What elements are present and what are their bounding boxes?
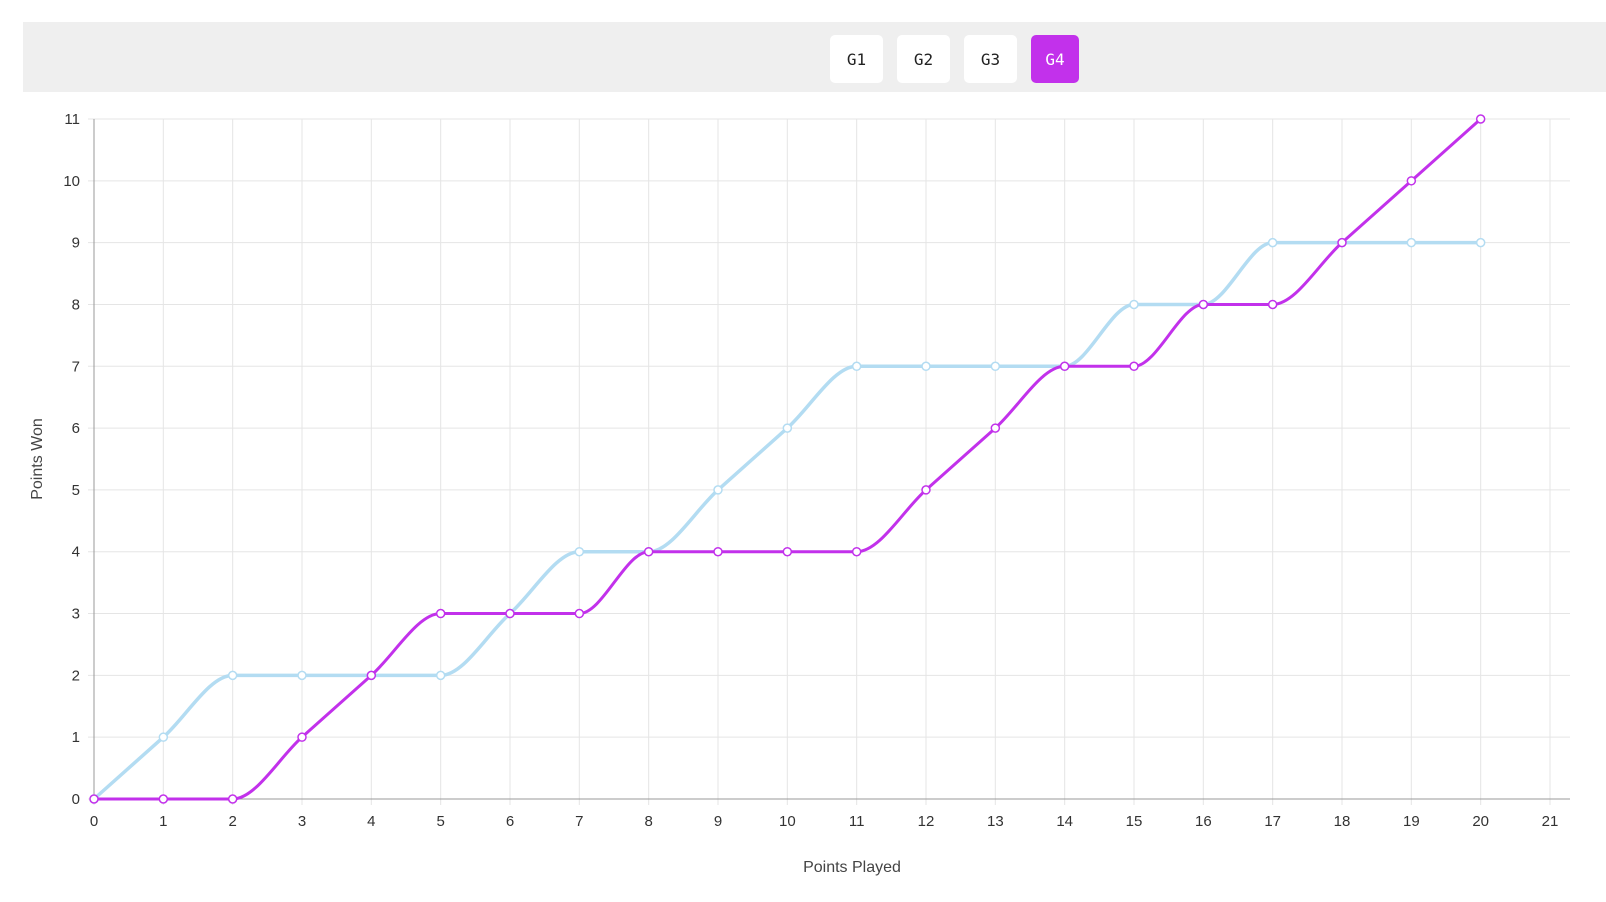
series-2-point[interactable] [1059, 361, 1070, 372]
x-tick-label: 13 [987, 813, 1004, 830]
x-tick-label: 4 [367, 813, 375, 830]
x-tick-label: 12 [918, 813, 935, 830]
x-tick-label: 19 [1403, 813, 1420, 830]
x-tick-label: 18 [1334, 813, 1351, 830]
series-2-point[interactable] [643, 546, 654, 557]
x-tick-label: 17 [1264, 813, 1281, 830]
series-2-point[interactable] [1406, 176, 1417, 186]
x-tick-label: 0 [90, 813, 98, 830]
series-2-line [92, 117, 1483, 801]
x-tick-label: 15 [1126, 813, 1143, 830]
series-2-point[interactable] [89, 794, 99, 804]
series-2-point[interactable] [1129, 361, 1139, 372]
x-tick-label: 7 [575, 813, 583, 830]
y-tick-label: 2 [72, 667, 80, 684]
series-2-point[interactable] [227, 794, 238, 804]
series-1-point[interactable] [158, 732, 169, 742]
series-2-point[interactable] [990, 423, 1001, 433]
series-1-point[interactable] [851, 361, 862, 372]
series-1-point[interactable] [921, 361, 931, 372]
x-tick-label: 5 [436, 813, 444, 830]
series-1-point[interactable] [1129, 299, 1139, 310]
game-tabs: G1 G2 G3 G4 [830, 35, 1079, 83]
series-2-point[interactable] [297, 732, 307, 742]
series-2-point[interactable] [921, 485, 931, 495]
series-1-point[interactable] [297, 670, 307, 681]
series-1-point[interactable] [990, 361, 1001, 372]
chart-ticks: 0 1 2 3 4 5 6 7 8 9 10 11 12 13 14 15 16 17 18 19 20 21012345… [63, 111, 1558, 830]
x-tick-label: 20 [1472, 813, 1489, 830]
series-2-point[interactable] [435, 608, 446, 619]
series-2-point[interactable] [574, 608, 585, 619]
series-1-point[interactable] [1267, 237, 1278, 248]
series-2-point[interactable] [158, 794, 169, 804]
series-2-point[interactable] [1475, 114, 1486, 124]
series-1-point[interactable] [1406, 237, 1417, 248]
series-1-line [92, 240, 1483, 801]
x-tick-label: 10 [779, 813, 796, 830]
y-tick-label: 8 [72, 296, 80, 313]
x-tick-label: 16 [1195, 813, 1212, 830]
tab-g1[interactable]: G1 [830, 35, 883, 83]
chart-series [89, 114, 1486, 804]
y-tick-label: 0 [72, 791, 80, 808]
y-tick-label: 11 [64, 111, 80, 128]
x-tick-label: 9 [714, 813, 722, 830]
series-1-point[interactable] [713, 485, 723, 495]
y-tick-label: 7 [72, 358, 80, 375]
series-2-point[interactable] [1267, 299, 1278, 310]
series-2-point[interactable] [1337, 237, 1347, 248]
series-1-point[interactable] [574, 546, 585, 557]
y-tick-label: 10 [63, 173, 80, 190]
y-tick-label: 1 [72, 729, 80, 746]
y-tick-label: 5 [72, 482, 80, 499]
tab-g2[interactable]: G2 [897, 35, 950, 83]
y-tick-label: 3 [72, 606, 80, 623]
x-tick-label: 21 [1542, 813, 1559, 830]
y-tick-label: 6 [72, 420, 80, 437]
tab-g4[interactable]: G4 [1031, 35, 1079, 83]
y-tick-label: 4 [72, 544, 80, 561]
series-1-point[interactable] [782, 423, 793, 433]
x-axis-title: Points Played [803, 859, 901, 876]
series-2-point[interactable] [851, 546, 862, 557]
x-tick-label: 8 [644, 813, 652, 830]
series-1-point[interactable] [435, 670, 446, 681]
x-tick-label: 2 [228, 813, 236, 830]
series-2-point[interactable] [782, 546, 793, 557]
series-2-point[interactable] [505, 608, 515, 619]
chart-grid [88, 118, 1570, 805]
chart-axes [93, 119, 1570, 800]
series-1-point[interactable] [1475, 237, 1486, 248]
x-tick-label: 11 [849, 813, 865, 830]
series-2-point[interactable] [1198, 299, 1209, 310]
game-tab-bar [23, 22, 1606, 92]
series-2-point[interactable] [713, 546, 723, 557]
series-2-point[interactable] [366, 670, 377, 681]
x-tick-label: 6 [506, 813, 514, 830]
series-1-point[interactable] [227, 670, 238, 681]
y-axis-title: Points Won [29, 418, 46, 500]
x-tick-label: 14 [1056, 813, 1073, 830]
tab-g3[interactable]: G3 [964, 35, 1017, 83]
y-tick-label: 9 [72, 235, 80, 252]
x-tick-label: 3 [298, 813, 306, 830]
x-tick-label: 1 [159, 813, 167, 830]
